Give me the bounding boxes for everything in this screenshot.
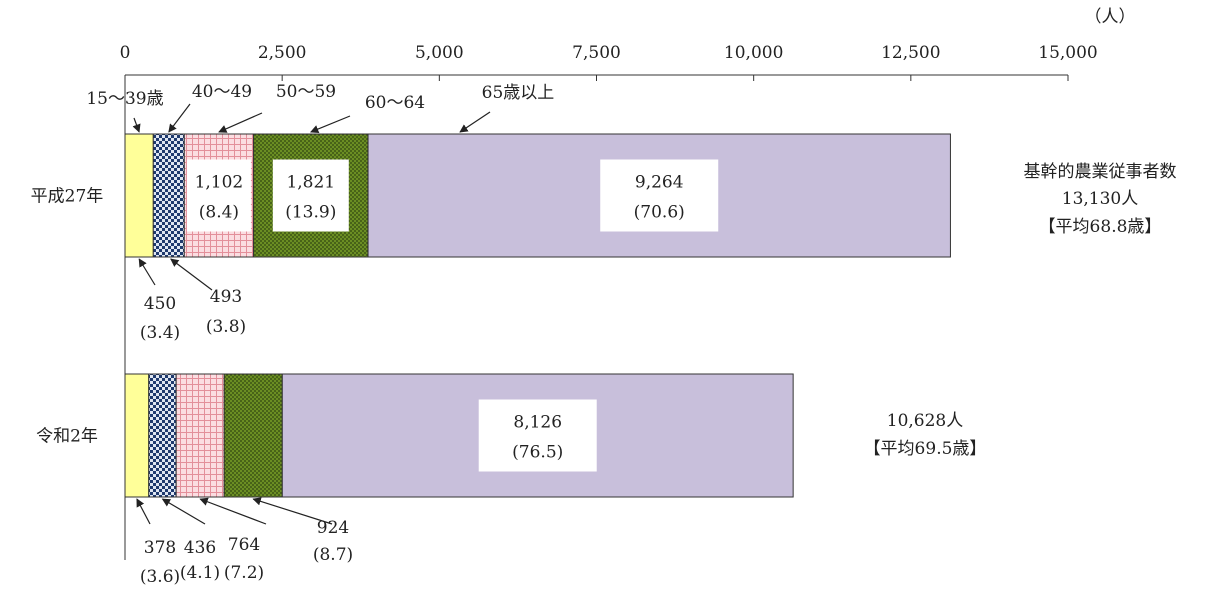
- x-axis: 0 2,500 5,000 7,500 10,000 12,500 15,000: [120, 43, 1098, 560]
- category-label: 令和2年: [36, 427, 98, 447]
- value-label: 1,102: [195, 173, 244, 193]
- callout-arrow: [168, 103, 191, 133]
- value-labels: 1,102 (8.4) 1,821 (13.9) 9,264 (70.6) 8,126 (76…: [186, 159, 719, 472]
- value-label: 764: [228, 535, 260, 555]
- share-label: (76.5): [512, 443, 563, 463]
- share-label: (3.4): [140, 323, 180, 343]
- bar-segment: [223, 373, 283, 498]
- total-value: 10,628人: [887, 411, 963, 431]
- value-label: 378: [144, 538, 176, 558]
- x-tick-label: 2,500: [258, 43, 307, 63]
- callout-arrow: [310, 115, 351, 134]
- value-label: 8,126: [513, 413, 562, 433]
- callout-arrow: [170, 258, 213, 291]
- callout-arrow: [218, 112, 263, 133]
- series-name-label: 15～39歳: [86, 89, 163, 109]
- share-label: (7.2): [224, 563, 264, 583]
- callout-arrow: [132, 117, 141, 133]
- total-average: 【平均69.5歳】: [864, 439, 987, 459]
- callout-arrow: [161, 498, 206, 525]
- x-tick-label: 0: [120, 43, 131, 63]
- axis-unit-label: （人）: [1085, 7, 1136, 27]
- category-label: 平成27年: [31, 187, 104, 207]
- x-tick-label: 5,000: [415, 43, 464, 63]
- x-tick-label: 10,000: [724, 43, 783, 63]
- label-box: [272, 159, 349, 232]
- callout-arrow: [252, 497, 333, 525]
- bars: [124, 133, 951, 498]
- series-name-label: 60～64: [365, 93, 425, 113]
- total-value: 13,130人: [1062, 189, 1138, 209]
- callout-arrow: [136, 498, 151, 525]
- series-name-label: 50～59: [276, 82, 336, 102]
- annotations: 15～39歳 40～49 50～59 60～64 65歳以上 450 (3.4) 493 (3.…: [86, 82, 554, 587]
- bar-segment: [152, 133, 185, 258]
- series-name-label: 40～49: [192, 82, 252, 102]
- callout-arrow: [459, 111, 491, 133]
- share-label: (3.8): [206, 317, 246, 337]
- series-name-label: 65歳以上: [482, 83, 555, 103]
- value-label: 9,264: [635, 173, 684, 193]
- share-label: (8.4): [199, 203, 239, 223]
- share-label: (70.6): [634, 203, 685, 223]
- total-title: 基幹的農業従事者数: [1024, 161, 1177, 182]
- share-label: (4.1): [180, 563, 220, 583]
- value-label: 924: [317, 518, 349, 538]
- label-box: [186, 159, 251, 232]
- value-label: 1,821: [286, 173, 335, 193]
- total-average: 【平均68.8歳】: [1039, 217, 1162, 237]
- share-label: (3.6): [140, 567, 180, 587]
- bar-segment: [148, 373, 177, 498]
- bar-segment: [124, 373, 150, 498]
- share-label: (13.9): [285, 203, 336, 223]
- callout-arrow: [138, 258, 156, 286]
- bar-segment: [124, 133, 154, 258]
- label-box: [478, 399, 597, 472]
- share-label: (8.7): [313, 545, 353, 565]
- label-box: [600, 159, 719, 232]
- total-labels: 基幹的農業従事者数 13,130人【平均68.8歳】 10,628人【平均69.5歳…: [864, 161, 1177, 459]
- callout-arrow: [199, 497, 267, 525]
- value-label: 436: [184, 538, 216, 558]
- bar-segment: [175, 373, 225, 498]
- x-tick-label: 7,500: [572, 43, 621, 63]
- x-tick-label: 12,500: [881, 43, 940, 63]
- value-label: 450: [144, 294, 176, 314]
- x-tick-label: 15,000: [1038, 43, 1097, 63]
- value-label: 493: [210, 287, 242, 307]
